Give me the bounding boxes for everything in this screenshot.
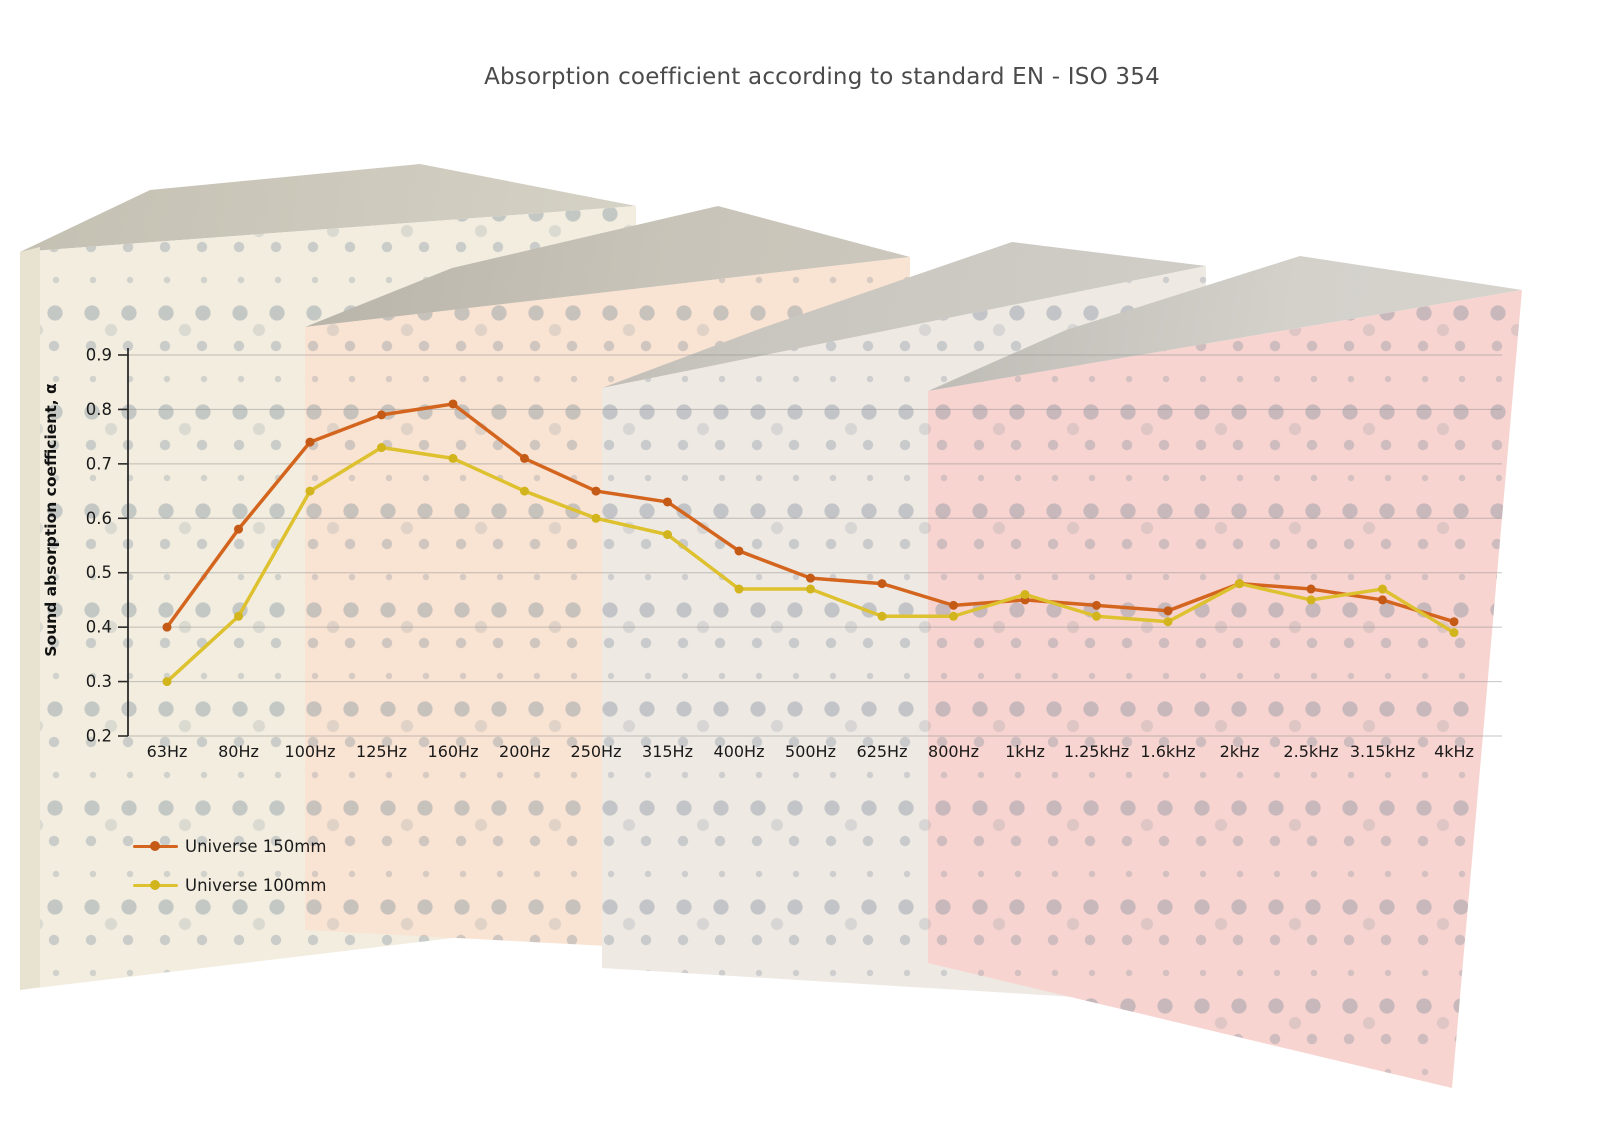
data-point-universe-150mm [663,497,672,507]
data-point-universe-150mm [1092,600,1101,610]
data-point-universe-100mm [448,453,458,463]
data-point-universe-150mm [734,546,744,556]
x-tick-label: 315Hz [642,742,693,761]
legend-label: Universe 100mm [185,875,327,895]
data-point-universe-150mm [877,579,887,589]
data-point-universe-100mm [377,443,386,453]
series-line-universe-150mm [165,402,1455,629]
x-tick-label: 1kHz [1005,742,1045,761]
data-point-universe-100mm [806,584,815,594]
x-tick-label: 625Hz [857,742,908,761]
data-point-universe-100mm [877,611,887,621]
y-tick-label: 0.9 [86,346,112,365]
data-point-universe-100mm [305,486,315,496]
y-tick-label: 0.3 [86,672,112,691]
x-tick-label: 125Hz [356,742,407,761]
x-tick-label: 500Hz [785,742,836,761]
y-tick-label: 0.2 [86,727,112,746]
data-point-universe-150mm [1306,584,1316,594]
data-point-universe-150mm [1378,595,1387,605]
data-point-universe-100mm [591,513,601,523]
series-line-universe-100mm [165,445,1455,683]
x-tick-label: 3.15kHz [1350,742,1415,761]
legend-dot-swatch [150,880,160,890]
y-tick-label: 0.4 [86,618,112,637]
data-point-universe-100mm [734,584,744,594]
data-point-universe-150mm [1163,606,1173,616]
data-point-universe-100mm [162,677,172,687]
x-tick-label: 400Hz [714,742,765,761]
data-point-universe-100mm [1235,579,1244,589]
legend-line-marker-icon [133,836,178,856]
data-point-universe-150mm [234,524,243,534]
x-tick-label: 250Hz [571,742,622,761]
data-point-universe-150mm [520,453,529,463]
data-point-universe-100mm [520,486,529,496]
data-point-universe-150mm [949,600,958,610]
legend-label: Universe 150mm [185,836,327,856]
data-point-universe-150mm [377,410,386,420]
x-tick-label: 2kHz [1220,742,1260,761]
data-point-universe-100mm [234,611,243,621]
legend-item-universe-150mm: Universe 150mm [133,836,326,856]
legend-line-marker-icon [133,875,178,895]
legend-item-universe-100mm: Universe 100mm [133,875,326,895]
data-point-universe-100mm [1378,584,1387,594]
data-point-universe-100mm [1449,628,1459,638]
data-point-universe-150mm [305,437,315,447]
data-point-universe-150mm [448,399,458,409]
data-point-universe-100mm [663,530,672,540]
x-tick-label: 1.6kHz [1140,742,1195,761]
x-tick-label: 63Hz [147,742,188,761]
x-tick-label: 200Hz [499,742,550,761]
x-tick-label: 100Hz [285,742,336,761]
data-point-universe-100mm [1306,595,1316,605]
legend-dot-swatch [150,841,160,851]
x-tick-label: 4kHz [1434,742,1474,761]
x-tick-label: 1.25kHz [1064,742,1129,761]
data-point-universe-150mm [162,622,172,632]
x-tick-label: 800Hz [928,742,979,761]
chart-legend: Universe 150mm Universe 100mm [133,836,326,914]
data-point-universe-150mm [806,573,815,583]
x-tick-label: 2.5kHz [1283,742,1338,761]
chart-title: Absorption coefficient according to stan… [484,64,1160,90]
data-point-universe-100mm [1020,589,1030,599]
data-point-universe-150mm [591,486,601,496]
y-tick-label: 0.8 [86,400,112,419]
y-tick-label: 0.6 [86,509,112,528]
x-tick-label: 160Hz [428,742,479,761]
y-tick-label: 0.5 [86,563,112,582]
data-point-universe-100mm [949,611,958,621]
data-point-universe-100mm [1163,617,1173,627]
x-tick-label: 80Hz [218,742,259,761]
data-point-universe-150mm [1449,617,1459,627]
y-tick-label: 0.7 [86,454,112,473]
y-axis-title: Sound absorption coefficient, α [42,383,60,656]
data-point-universe-100mm [1092,611,1101,621]
